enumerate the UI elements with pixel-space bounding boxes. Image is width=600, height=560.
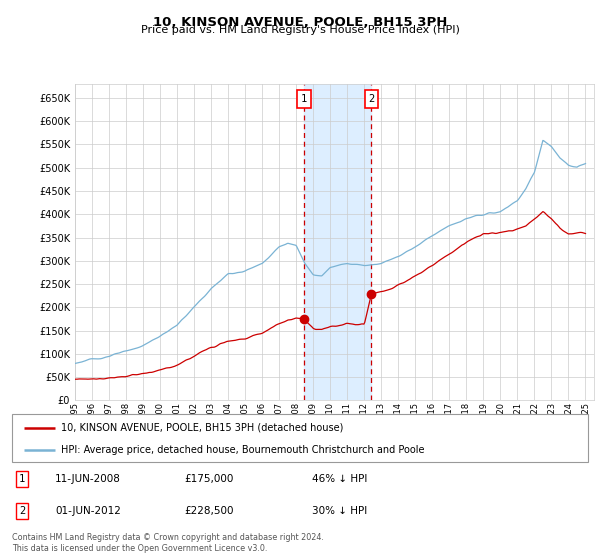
Text: 2: 2 <box>368 94 374 104</box>
Bar <box>304 84 371 400</box>
Text: 10, KINSON AVENUE, POOLE, BH15 3PH: 10, KINSON AVENUE, POOLE, BH15 3PH <box>153 16 447 29</box>
Text: 30% ↓ HPI: 30% ↓ HPI <box>311 506 367 516</box>
Text: 1: 1 <box>301 94 307 104</box>
FancyBboxPatch shape <box>12 414 588 462</box>
Text: 2: 2 <box>19 506 25 516</box>
Text: 11-JUN-2008: 11-JUN-2008 <box>55 474 121 484</box>
Text: £175,000: £175,000 <box>185 474 234 484</box>
Text: HPI: Average price, detached house, Bournemouth Christchurch and Poole: HPI: Average price, detached house, Bour… <box>61 445 424 455</box>
Text: 10, KINSON AVENUE, POOLE, BH15 3PH (detached house): 10, KINSON AVENUE, POOLE, BH15 3PH (deta… <box>61 423 343 433</box>
Text: Price paid vs. HM Land Registry's House Price Index (HPI): Price paid vs. HM Land Registry's House … <box>140 25 460 35</box>
Text: £228,500: £228,500 <box>185 506 234 516</box>
Text: 46% ↓ HPI: 46% ↓ HPI <box>311 474 367 484</box>
Text: Contains HM Land Registry data © Crown copyright and database right 2024.
This d: Contains HM Land Registry data © Crown c… <box>12 533 324 553</box>
Text: 1: 1 <box>19 474 25 484</box>
Text: 01-JUN-2012: 01-JUN-2012 <box>55 506 121 516</box>
